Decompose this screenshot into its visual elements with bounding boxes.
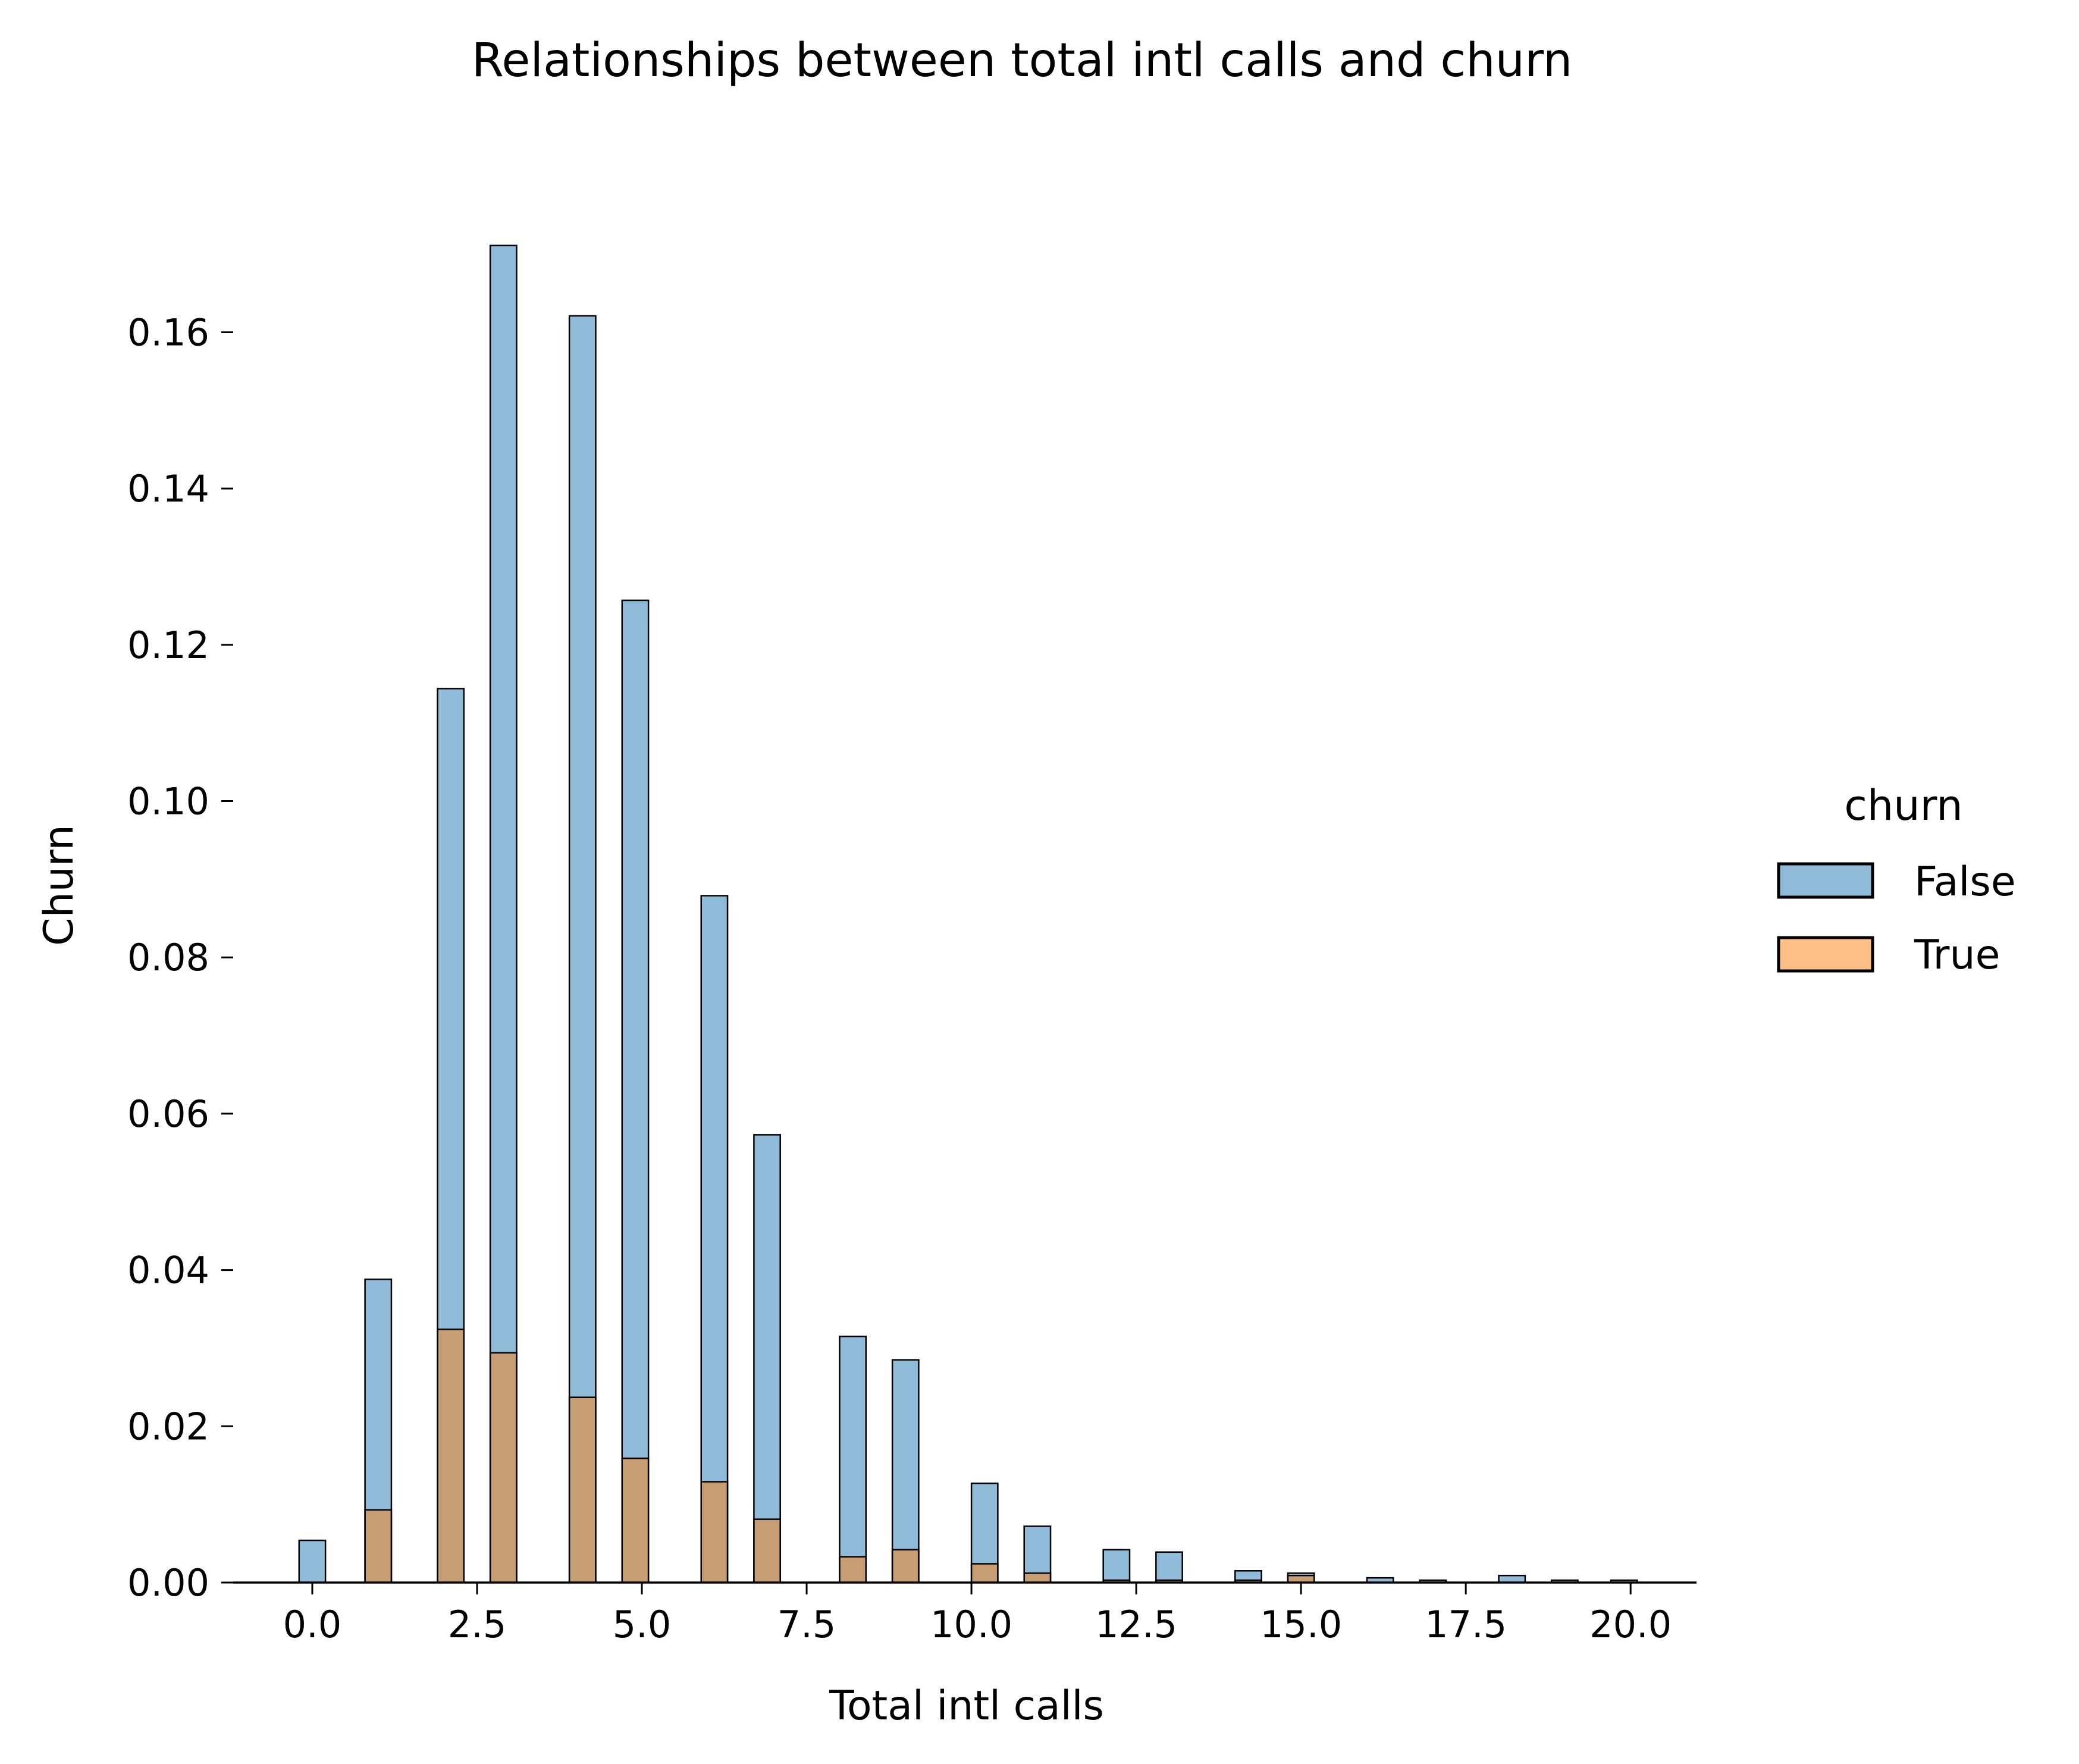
bar-true <box>700 1481 729 1584</box>
bar-false <box>753 1134 781 1584</box>
y-axis-label: Churn <box>36 825 83 946</box>
bar-true <box>364 1509 393 1584</box>
legend-title: churn <box>1844 781 1962 830</box>
bar-true <box>437 1329 465 1584</box>
bar-true <box>1023 1572 1052 1584</box>
bar-true <box>970 1563 999 1584</box>
bar-true <box>621 1457 650 1584</box>
bar-false <box>1102 1549 1131 1584</box>
x-axis: 0.0 2.5 5.0 7.5 10.0 12.5 15.0 17.5 20.0 <box>233 1581 1697 1646</box>
bar-false <box>891 1359 920 1584</box>
x-tick-label: 10.0 <box>930 1603 1012 1646</box>
y-tick-label: 0.00 <box>127 1561 209 1605</box>
y-axis: 0.00 0.02 0.04 0.06 0.08 0.10 0.12 0.14 0.16 <box>127 311 233 1605</box>
bar-true <box>839 1556 867 1584</box>
bar-false <box>1498 1574 1526 1584</box>
legend-label-true: True <box>1914 932 2000 979</box>
y-tick-label: 0.14 <box>127 467 209 510</box>
plot-area <box>298 245 1638 1584</box>
legend-label-false: False <box>1914 858 2016 906</box>
x-tick-label: 0.0 <box>283 1603 342 1646</box>
legend-swatch-false <box>1777 862 1874 899</box>
x-axis-label: Total intl calls <box>829 1682 1104 1729</box>
bar-false <box>621 599 650 1584</box>
bar-false <box>1155 1551 1183 1584</box>
legend-swatch-true <box>1777 936 1874 973</box>
x-tick-label: 17.5 <box>1425 1603 1507 1646</box>
x-tick-label: 2.5 <box>448 1603 507 1646</box>
bar-false <box>700 895 729 1584</box>
bar-true <box>489 1352 518 1584</box>
y-tick-label: 0.04 <box>127 1249 209 1292</box>
bar-false <box>839 1336 867 1584</box>
bar-true <box>568 1396 597 1584</box>
legend: churn False True <box>1777 781 2016 979</box>
x-tick-label: 12.5 <box>1095 1603 1177 1646</box>
y-tick-label: 0.06 <box>127 1092 209 1136</box>
y-tick-label: 0.08 <box>127 936 209 979</box>
bar-true <box>891 1549 920 1584</box>
y-tick-label: 0.12 <box>127 623 209 667</box>
x-tick-label: 20.0 <box>1589 1603 1672 1646</box>
x-tick-label: 7.5 <box>777 1603 836 1646</box>
y-tick-label: 0.10 <box>127 780 209 823</box>
bar-false <box>568 315 597 1584</box>
bar-true <box>1287 1574 1315 1584</box>
chart-title: Relationships between total intl calls a… <box>472 34 1573 87</box>
x-tick-label: 5.0 <box>613 1603 672 1646</box>
y-tick-label: 0.16 <box>127 311 209 354</box>
bar-false <box>298 1539 327 1584</box>
bar-true <box>753 1518 781 1584</box>
y-tick-label: 0.02 <box>127 1405 209 1448</box>
x-tick-label: 15.0 <box>1260 1603 1342 1646</box>
